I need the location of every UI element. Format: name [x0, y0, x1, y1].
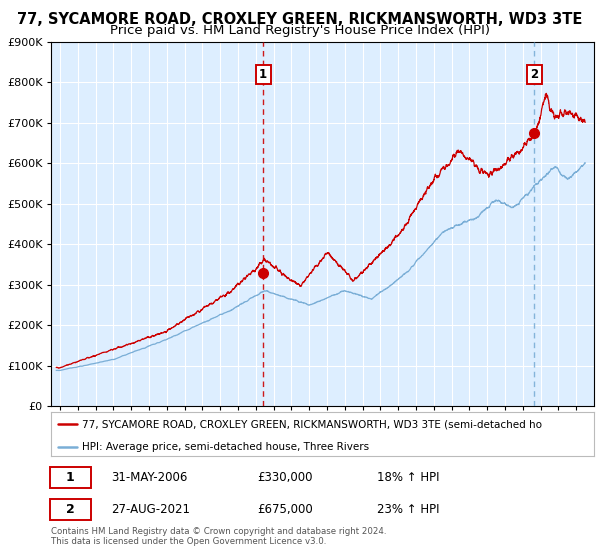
- Text: Price paid vs. HM Land Registry's House Price Index (HPI): Price paid vs. HM Land Registry's House …: [110, 24, 490, 36]
- Text: £675,000: £675,000: [257, 503, 313, 516]
- Text: 18% ↑ HPI: 18% ↑ HPI: [377, 471, 439, 484]
- Text: This data is licensed under the Open Government Licence v3.0.: This data is licensed under the Open Gov…: [51, 538, 326, 547]
- Text: 2: 2: [66, 503, 74, 516]
- FancyBboxPatch shape: [50, 499, 91, 520]
- Text: 23% ↑ HPI: 23% ↑ HPI: [377, 503, 439, 516]
- Text: 77, SYCAMORE ROAD, CROXLEY GREEN, RICKMANSWORTH, WD3 3TE: 77, SYCAMORE ROAD, CROXLEY GREEN, RICKMA…: [17, 12, 583, 27]
- Text: 77, SYCAMORE ROAD, CROXLEY GREEN, RICKMANSWORTH, WD3 3TE (semi-detached ho: 77, SYCAMORE ROAD, CROXLEY GREEN, RICKMA…: [82, 419, 542, 429]
- FancyBboxPatch shape: [50, 466, 91, 488]
- Text: 1: 1: [66, 471, 74, 484]
- Text: £330,000: £330,000: [257, 471, 313, 484]
- Text: HPI: Average price, semi-detached house, Three Rivers: HPI: Average price, semi-detached house,…: [82, 441, 369, 451]
- Text: 2: 2: [530, 68, 538, 81]
- Text: 1: 1: [259, 68, 267, 81]
- Text: 31-MAY-2006: 31-MAY-2006: [111, 471, 187, 484]
- Text: 27-AUG-2021: 27-AUG-2021: [111, 503, 190, 516]
- Text: Contains HM Land Registry data © Crown copyright and database right 2024.: Contains HM Land Registry data © Crown c…: [51, 528, 386, 536]
